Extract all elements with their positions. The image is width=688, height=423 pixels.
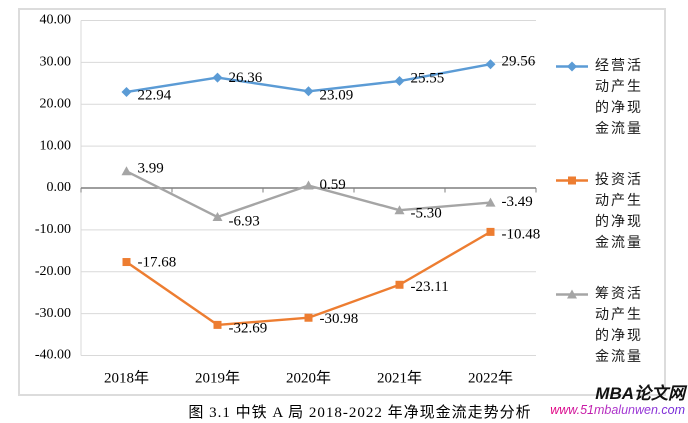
data-label: -23.11 (411, 279, 449, 295)
y-axis-tick-label: 10.00 (40, 138, 72, 153)
y-axis-tick-label: -20.00 (35, 264, 71, 279)
legend-item-financing: 筹资活动产生的净现金流量 (556, 284, 647, 368)
data-point-marker (486, 227, 495, 236)
y-axis-tick-label: -40.00 (35, 348, 71, 363)
legend-item-operating: 经营活动产生的净现金流量 (556, 56, 647, 140)
data-label: -5.30 (411, 206, 442, 222)
y-axis-tick-label: 20.00 (40, 96, 72, 111)
legend-item-investing: 投资活动产生的净现金流量 (556, 170, 647, 254)
data-label: 3.99 (138, 161, 164, 177)
watermark-site-name: MBA论文网 (595, 384, 685, 403)
data-point-marker (121, 166, 132, 176)
x-axis-tick-label: 2022年 (468, 369, 513, 386)
data-point-marker (122, 258, 131, 267)
data-label: -10.48 (502, 226, 541, 242)
data-label: -6.93 (229, 213, 260, 229)
y-axis-tick-label: -10.00 (35, 222, 71, 237)
x-axis-tick-label: 2019年 (195, 369, 240, 386)
data-label: 26.36 (229, 70, 263, 86)
chart-legend: 经营活动产生的净现金流量 投资活动产生的净现金流量 筹资活动产生的净现金流量 (556, 0, 684, 400)
legend-label-financing: 筹资活动产生的净现金流量 (595, 287, 643, 365)
legend-marker-shape (567, 61, 577, 72)
data-label: -17.68 (138, 254, 177, 270)
data-point-marker (485, 197, 496, 207)
data-label: 25.55 (411, 70, 445, 86)
data-label: 0.59 (320, 177, 346, 193)
data-point-marker (213, 320, 222, 329)
data-label: 23.09 (320, 88, 354, 104)
legend-marker-investing-icon (556, 176, 588, 185)
y-axis-tick-label: 0.00 (47, 180, 72, 195)
legend-label-investing: 投资活动产生的净现金流量 (595, 173, 643, 251)
data-label: -3.49 (502, 194, 533, 210)
legend-marker-shape (568, 176, 576, 185)
data-point-marker (212, 72, 223, 83)
legend-marker-financing-icon (556, 289, 588, 299)
chart-frame (18, 8, 666, 396)
data-point-marker (121, 86, 132, 97)
data-label: 22.94 (138, 87, 172, 103)
legend-marker-shape (567, 289, 577, 299)
watermark-site-url[interactable]: www.51mbalunwen.com (550, 403, 685, 417)
x-axis-tick-label: 2021年 (377, 369, 422, 386)
data-point-marker (485, 59, 496, 70)
watermark: MBA论文网 www.51mbalunwen.com (550, 384, 685, 417)
legend-label-operating: 经营活动产生的净现金流量 (595, 59, 643, 137)
y-axis-tick-label: 40.00 (40, 13, 72, 28)
y-axis-tick-label: -30.00 (35, 306, 71, 321)
data-point-marker (212, 212, 223, 222)
y-axis-tick-label: 30.00 (40, 55, 72, 70)
data-point-marker (394, 76, 405, 87)
data-point-marker (394, 205, 405, 215)
x-axis-tick-label: 2020年 (286, 369, 331, 386)
data-label: 29.56 (502, 54, 536, 70)
x-axis-tick-label: 2018年 (104, 369, 149, 386)
data-point-marker (304, 313, 313, 322)
legend-marker-operating-icon (556, 61, 588, 72)
data-point-marker (303, 180, 314, 190)
chart-caption: 图 3.1 中铁 A 局 2018-2022 年净现金流走势分析 (188, 405, 532, 421)
data-point-marker (395, 280, 404, 289)
data-label: -30.98 (320, 311, 359, 327)
data-label: -32.69 (229, 320, 268, 336)
data-point-marker (303, 86, 314, 97)
